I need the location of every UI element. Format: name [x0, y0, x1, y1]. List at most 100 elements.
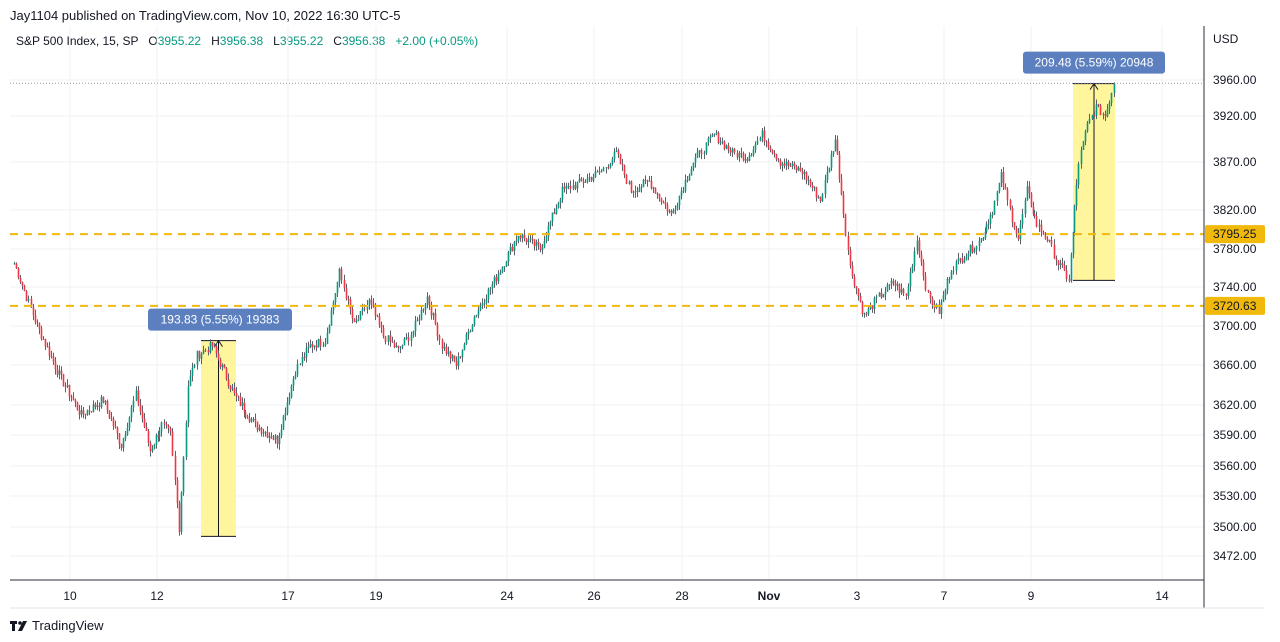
measurement-arrow-head	[214, 339, 223, 347]
candle-body	[380, 324, 383, 328]
candle-body	[807, 180, 810, 182]
candle-body	[666, 204, 669, 212]
candle-body	[971, 244, 974, 253]
candle-body	[326, 332, 329, 344]
candle-body	[1024, 200, 1027, 215]
candle-body	[347, 299, 350, 301]
measurement-label: 193.83 (5.55%) 19383	[161, 313, 280, 327]
candle-body	[513, 241, 516, 251]
candle-body	[196, 350, 199, 365]
candle-body	[830, 153, 833, 168]
candle-body	[84, 414, 87, 416]
candle-body	[401, 345, 404, 348]
candle-body	[250, 419, 253, 422]
candle-body	[294, 374, 297, 379]
candle-body	[975, 246, 978, 251]
candle-body	[1106, 108, 1109, 117]
candle-body	[68, 384, 71, 397]
candle-body	[92, 404, 95, 412]
candle-body	[567, 185, 570, 187]
candle-body	[1033, 214, 1036, 217]
candle-body	[428, 296, 431, 306]
candle-body	[471, 324, 474, 332]
candle-body	[481, 303, 484, 306]
candle-body	[60, 370, 63, 374]
x-tick-label: 19	[369, 589, 383, 603]
candle-body	[609, 164, 612, 168]
candle-body	[76, 402, 79, 410]
candle-body	[797, 167, 800, 171]
candle-body	[551, 212, 554, 222]
candle-body	[23, 285, 26, 291]
candle-body	[424, 304, 427, 310]
candle-body	[370, 299, 373, 304]
candle-body	[376, 315, 379, 317]
candle-body	[505, 261, 508, 267]
candle-body	[754, 144, 757, 150]
candle-body	[64, 386, 67, 388]
candle-body	[447, 351, 450, 354]
candle-body	[1044, 234, 1047, 239]
candle-body	[748, 155, 751, 161]
candle-body	[861, 301, 864, 314]
candle-body	[349, 299, 352, 310]
candle-body	[853, 276, 856, 287]
y-tick-label: 3780.00	[1213, 242, 1257, 256]
candle-body	[717, 132, 720, 143]
candle-body	[359, 310, 362, 320]
candle-body	[529, 238, 532, 240]
candle-body	[723, 141, 726, 149]
candle-body	[191, 367, 194, 376]
candle-body	[863, 313, 866, 315]
candle-body	[613, 151, 616, 160]
candle-body	[617, 150, 620, 155]
candle-body	[1030, 193, 1033, 207]
candle-body	[1070, 254, 1073, 281]
candle-body	[938, 304, 941, 314]
candle-body	[736, 152, 739, 158]
candle-body	[153, 444, 156, 449]
candle-body	[549, 221, 552, 226]
candle-body	[27, 298, 30, 301]
candle-body	[672, 210, 675, 214]
candle-body	[503, 266, 506, 268]
candle-body	[309, 344, 312, 347]
candle-body	[733, 148, 736, 153]
candle-body	[642, 179, 645, 187]
candle-body	[670, 210, 673, 214]
candle-body	[967, 253, 970, 257]
candle-body	[114, 425, 117, 428]
candle-body	[793, 163, 796, 167]
y-tick-label: 3472.00	[1213, 549, 1257, 563]
candle-body	[176, 479, 179, 504]
candle-body	[151, 448, 154, 452]
candle-body	[200, 353, 203, 359]
candle-body	[815, 187, 818, 198]
y-tick-label: 3500.00	[1213, 520, 1257, 534]
candle-body	[169, 428, 172, 432]
candle-body	[25, 290, 28, 301]
candle-body	[272, 438, 275, 440]
candle-body	[160, 422, 163, 432]
candle-body	[1002, 172, 1005, 187]
candle-body	[231, 388, 234, 390]
candle-body	[1080, 149, 1083, 164]
candle-body	[922, 262, 925, 277]
candle-body	[946, 279, 949, 291]
candle-body	[767, 141, 770, 148]
candle-body	[157, 435, 160, 438]
x-tick-label: 28	[675, 589, 689, 603]
candle-body	[715, 132, 718, 134]
candle-body	[187, 386, 190, 423]
candle-body	[746, 159, 749, 161]
candle-body	[878, 292, 881, 297]
candle-body	[215, 346, 218, 354]
candle-body	[1038, 224, 1041, 227]
candle-body	[189, 375, 192, 387]
candle-body	[1084, 131, 1087, 142]
candle-body	[911, 266, 914, 273]
candle-body	[644, 179, 647, 181]
candle-body	[1113, 83, 1116, 93]
candle-body	[688, 175, 691, 181]
